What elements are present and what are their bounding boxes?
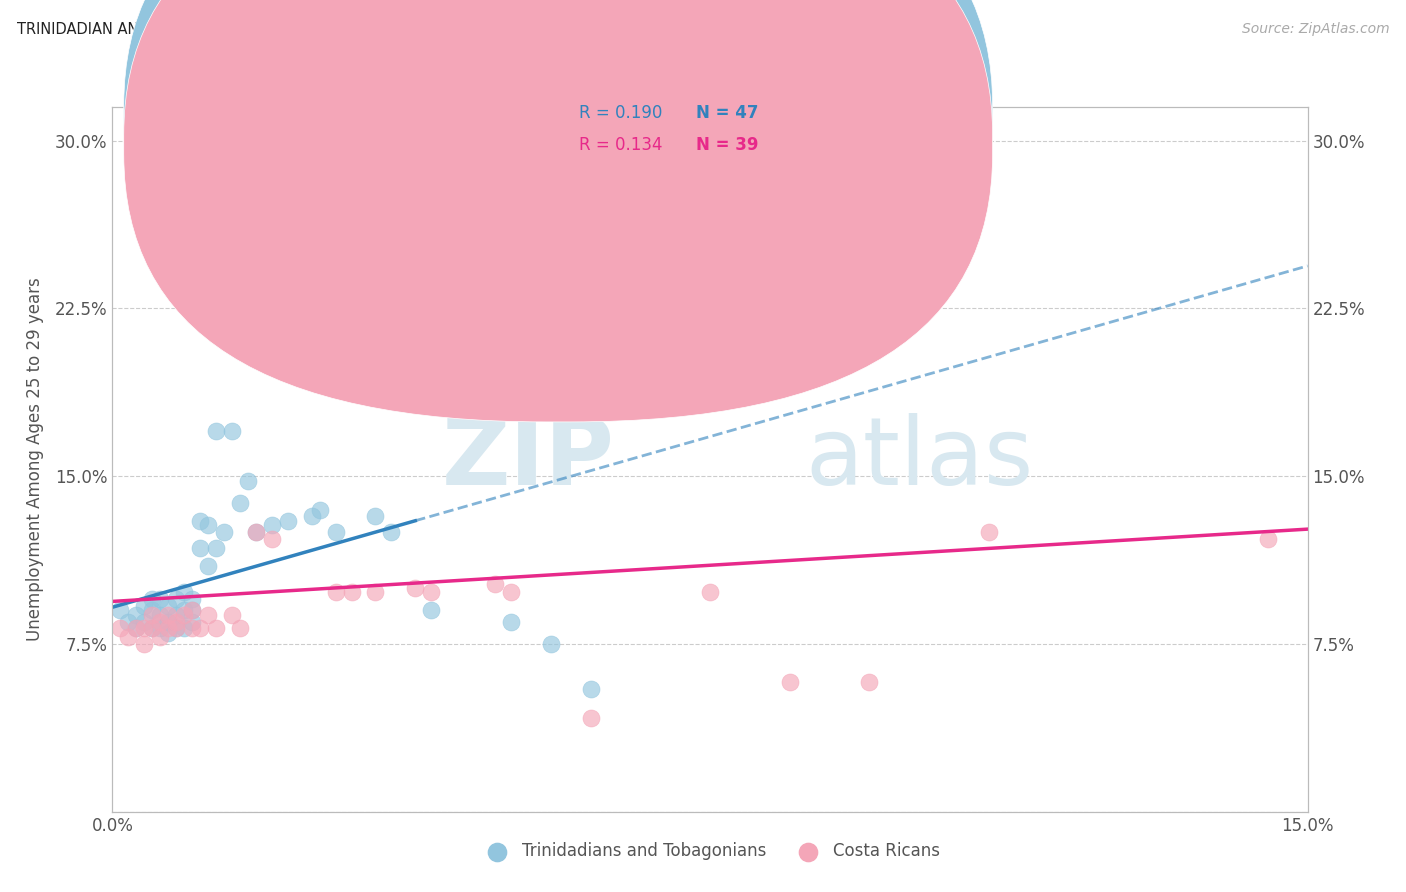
Point — [229, 621, 252, 635]
Point — [141, 621, 163, 635]
Text: Source: ZipAtlas.com: Source: ZipAtlas.com — [1241, 22, 1389, 37]
Text: N = 47: N = 47 — [696, 104, 758, 122]
Text: ZIP: ZIP — [441, 413, 614, 506]
Point — [364, 585, 387, 599]
Point — [308, 502, 330, 516]
Point — [245, 525, 267, 540]
Point — [117, 615, 139, 629]
Point — [260, 532, 283, 546]
Point — [173, 585, 195, 599]
Point — [221, 607, 243, 622]
Point — [173, 603, 195, 617]
Point — [125, 621, 148, 635]
Point — [499, 615, 522, 629]
Point — [134, 615, 156, 629]
Point — [134, 599, 156, 613]
Text: atlas: atlas — [806, 413, 1033, 506]
Point — [173, 621, 195, 635]
Point — [484, 576, 506, 591]
Point — [364, 509, 387, 524]
Point — [181, 615, 204, 629]
Text: R = 0.134: R = 0.134 — [579, 136, 662, 153]
Legend: Trinidadians and Tobagonians, Costa Ricans: Trinidadians and Tobagonians, Costa Rica… — [474, 836, 946, 867]
Point — [579, 711, 602, 725]
Point — [157, 599, 180, 613]
Point — [1257, 532, 1279, 546]
Point — [181, 603, 204, 617]
Point — [699, 585, 721, 599]
Point — [205, 425, 228, 439]
Point — [141, 592, 163, 607]
Point — [165, 607, 187, 622]
Point — [141, 621, 163, 635]
Point — [277, 514, 299, 528]
Point — [149, 592, 172, 607]
Y-axis label: Unemployment Among Ages 25 to 29 years: Unemployment Among Ages 25 to 29 years — [25, 277, 44, 641]
Text: N = 39: N = 39 — [696, 136, 758, 153]
Point — [181, 621, 204, 635]
Point — [165, 615, 187, 629]
Point — [212, 525, 235, 540]
Point — [340, 585, 363, 599]
Point — [134, 621, 156, 635]
Text: TRINIDADIAN AND TOBAGONIAN VS COSTA RICAN UNEMPLOYMENT AMONG AGES 25 TO 29 YEARS: TRINIDADIAN AND TOBAGONIAN VS COSTA RICA… — [17, 22, 898, 37]
Point — [325, 525, 347, 540]
Point — [165, 621, 187, 635]
Point — [141, 603, 163, 617]
Point — [301, 294, 323, 309]
Point — [818, 156, 841, 170]
Point — [245, 525, 267, 540]
Point — [540, 637, 562, 651]
Point — [205, 621, 228, 635]
Point — [165, 592, 187, 607]
Point — [236, 474, 259, 488]
Point — [181, 592, 204, 607]
Point — [325, 585, 347, 599]
Point — [134, 637, 156, 651]
Point — [149, 621, 172, 635]
Point — [229, 496, 252, 510]
Point — [165, 621, 187, 635]
Point — [977, 525, 1000, 540]
Point — [157, 615, 180, 629]
Text: R = 0.190: R = 0.190 — [579, 104, 662, 122]
Point — [221, 425, 243, 439]
Point — [149, 615, 172, 629]
Point — [157, 607, 180, 622]
Point — [157, 625, 180, 640]
Point — [181, 603, 204, 617]
Point — [197, 558, 219, 573]
Point — [858, 675, 880, 690]
Point — [499, 585, 522, 599]
Point — [779, 675, 801, 690]
Point — [125, 607, 148, 622]
Point — [619, 205, 641, 219]
Point — [125, 621, 148, 635]
Point — [301, 509, 323, 524]
Point — [149, 607, 172, 622]
Point — [260, 518, 283, 533]
Point — [188, 514, 211, 528]
Point — [277, 301, 299, 316]
Point — [141, 607, 163, 622]
Point — [197, 518, 219, 533]
Point — [420, 585, 443, 599]
Point — [117, 630, 139, 644]
Point — [173, 607, 195, 622]
Point — [157, 621, 180, 635]
Point — [149, 630, 172, 644]
Point — [188, 621, 211, 635]
Point — [197, 607, 219, 622]
Point — [188, 541, 211, 555]
Point — [579, 681, 602, 696]
Point — [205, 541, 228, 555]
Point — [380, 525, 402, 540]
Point — [404, 581, 426, 595]
Point — [110, 621, 132, 635]
Point — [420, 603, 443, 617]
Point — [110, 603, 132, 617]
